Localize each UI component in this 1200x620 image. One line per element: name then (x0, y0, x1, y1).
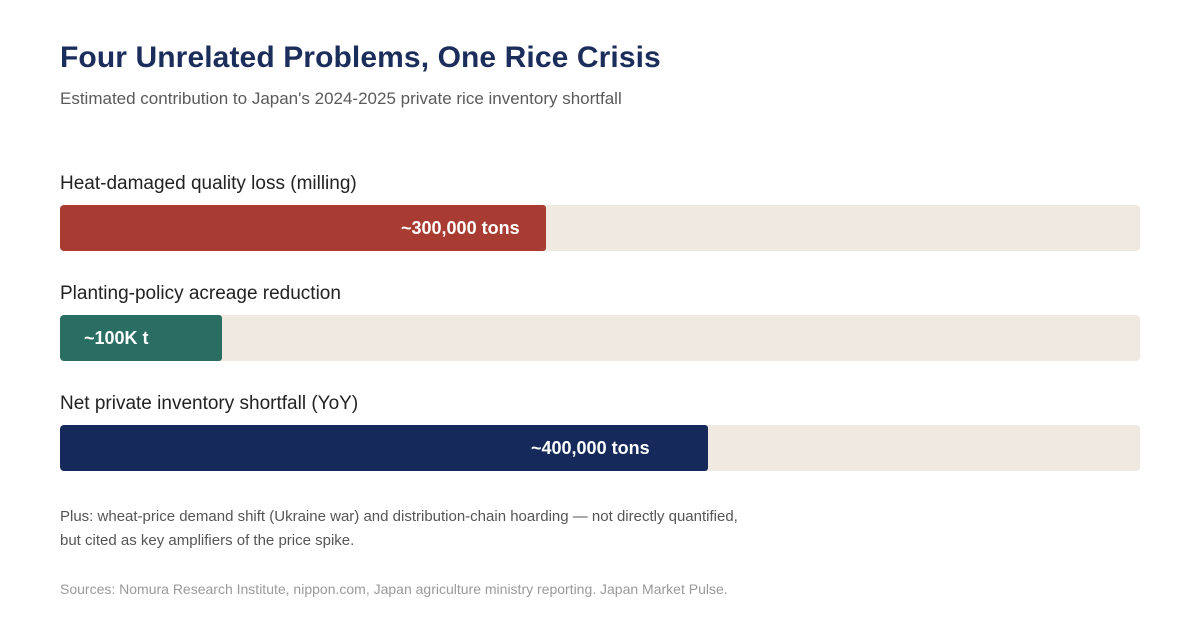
sources-note: Sources: Nomura Research Institute, nipp… (60, 581, 728, 597)
bar-inventory-shortfall (60, 425, 708, 471)
bar-label-heat-damage: Heat-damaged quality loss (milling) (60, 173, 357, 194)
bar-track-inventory-shortfall: ~400,000 tons (60, 425, 1140, 471)
chart-title: Four Unrelated Problems, One Rice Crisis (60, 41, 661, 74)
footnote: Plus: wheat-price demand shift (Ukraine … (60, 505, 820, 553)
bar-label-inventory-shortfall: Net private inventory shortfall (YoY) (60, 393, 359, 414)
bar-label-acreage-reduction: Planting-policy acreage reduction (60, 283, 341, 304)
footnote-line-2: but cited as key amplifiers of the price… (60, 532, 355, 549)
footnote-line-1: Plus: wheat-price demand shift (Ukraine … (60, 508, 738, 525)
bar-value-acreage-reduction: ~100K t (84, 328, 149, 348)
bar-acreage-reduction (60, 315, 222, 361)
chart-subtitle: Estimated contribution to Japan's 2024-2… (60, 89, 622, 108)
bar-value-inventory-shortfall: ~400,000 tons (531, 438, 650, 458)
bar-value-heat-damage: ~300,000 tons (401, 218, 520, 238)
bar-track-acreage-reduction: ~100K t (60, 315, 1140, 361)
bar-heat-damage (60, 205, 546, 251)
bar-track-heat-damage: ~300,000 tons (60, 205, 1140, 251)
